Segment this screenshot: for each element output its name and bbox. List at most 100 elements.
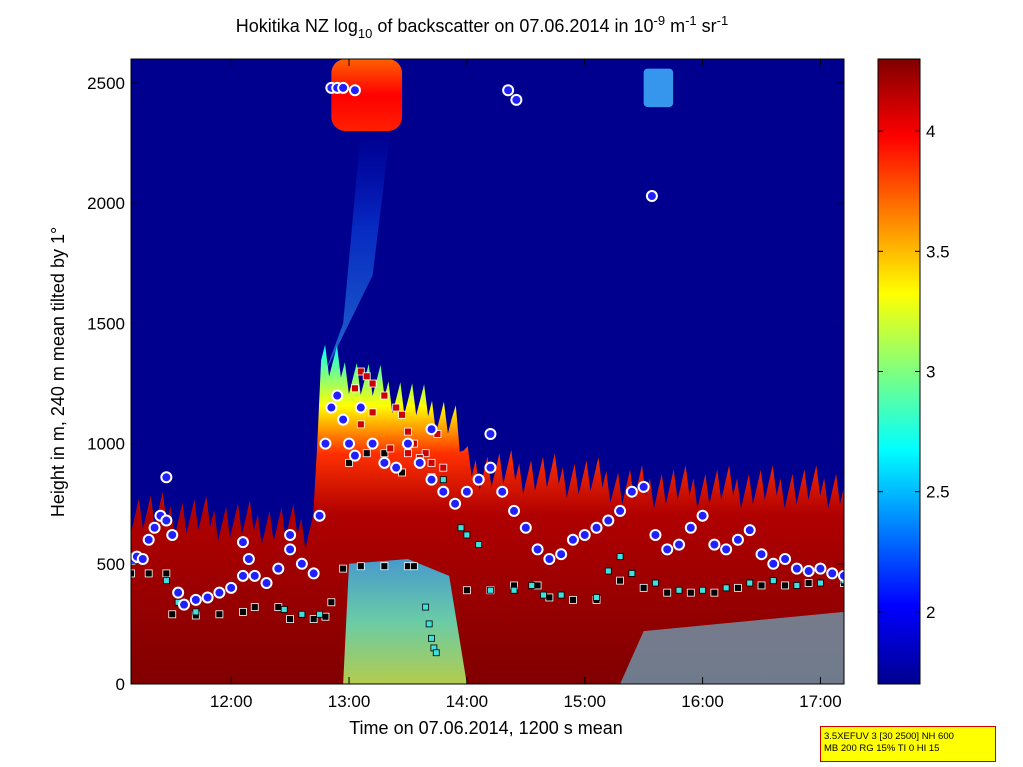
mixing-layer-height-point xyxy=(462,586,471,595)
cloud-base-point xyxy=(319,437,332,450)
plot-area: 12:00 13:00 14:00 15:00 16:00 17:00 0 500 1000 1… xyxy=(87,58,845,711)
colorbar-tick-label: 4 xyxy=(926,122,935,141)
x-tick-label: 14:00 xyxy=(446,692,489,711)
detection-markers xyxy=(131,81,844,657)
cloud-base-point xyxy=(731,533,744,546)
cloud-base-point xyxy=(555,548,568,561)
cloud-base-point xyxy=(767,557,780,570)
mixing-layer-height-point xyxy=(663,588,672,597)
mixing-layer-height-point xyxy=(162,569,171,578)
mixing-layer-height-point xyxy=(569,595,577,604)
clear-air-region xyxy=(343,559,467,684)
cloud-base-point xyxy=(201,591,214,604)
residual-layer-point xyxy=(356,367,365,376)
cloud-base-point xyxy=(272,562,285,575)
cloud-base-point xyxy=(790,562,803,575)
aerosol-layer-point xyxy=(475,541,483,548)
mixing-layer-height-point xyxy=(274,603,283,611)
cloud-base-point xyxy=(178,598,191,611)
residual-layer-point xyxy=(398,410,406,419)
aerosol-layer-point xyxy=(280,606,288,613)
mixing-layer-height-point xyxy=(781,581,789,590)
aerosol-layer-point xyxy=(192,608,200,616)
cloud-base-point xyxy=(236,536,249,549)
residual-layer-point xyxy=(404,449,412,458)
cloud-base-point xyxy=(354,401,367,414)
aerosol-layer-point xyxy=(722,584,730,592)
aerosol-layer-point xyxy=(557,591,565,599)
colorbar-ticks: 2 2.5 3 3.5 4 xyxy=(878,122,950,622)
y-tick-label: 2500 xyxy=(87,74,125,93)
residual-layer-point xyxy=(439,463,448,472)
cloud-base-point xyxy=(531,543,544,556)
mixing-layer-height-point xyxy=(356,562,365,571)
cloud-base-point xyxy=(814,562,827,575)
cloud-base-point xyxy=(348,84,361,97)
cirrus-patch xyxy=(643,68,674,108)
cloud-base-point xyxy=(496,485,509,498)
backscatter-heatmap xyxy=(131,59,844,684)
aerosol-layer-point xyxy=(746,579,754,587)
cloud-base-point xyxy=(166,528,179,541)
cloud-base-point xyxy=(472,473,485,486)
x-tick-label: 15:00 xyxy=(563,692,606,711)
mixing-layer-height-point xyxy=(804,579,813,587)
cloud-base-point xyxy=(213,586,226,599)
x-axis: 12:00 13:00 14:00 15:00 16:00 17:00 xyxy=(210,59,842,711)
mixing-layer-height-point xyxy=(616,576,624,585)
y-axis: 0 500 1000 1500 2000 2500 xyxy=(87,74,844,694)
aerosol-layer-point xyxy=(298,610,306,618)
cloud-base-point xyxy=(160,514,173,527)
mixing-layer-height-point xyxy=(168,610,177,619)
cloud-base-point xyxy=(343,437,356,450)
mixing-layer-height-point xyxy=(309,615,318,623)
info-line-2: MB 200 RG 15% TI 0 HI 15 xyxy=(824,743,940,754)
cloud-base-point xyxy=(401,437,414,450)
cloud-base-point xyxy=(696,509,709,522)
cloud-base-point xyxy=(720,543,733,556)
cloud-base-point xyxy=(802,565,815,578)
x-tick-label: 16:00 xyxy=(681,692,724,711)
cloud-base-point xyxy=(331,389,344,402)
cloud-base-point xyxy=(566,533,579,546)
residual-layer-point xyxy=(368,408,377,417)
mixing-layer-height-point xyxy=(131,569,135,578)
cloud-base-point xyxy=(225,581,238,594)
residual-layer-point xyxy=(392,403,401,412)
cloud-base-point xyxy=(708,538,721,551)
cloud-base-point xyxy=(142,533,155,546)
residual-layer-point xyxy=(404,427,412,436)
aerosol-layer-point xyxy=(793,582,801,589)
cloud-base-point xyxy=(337,81,350,94)
cloud-base-point xyxy=(390,461,403,474)
colorbar-tick-label: 3 xyxy=(926,363,935,382)
cloud-base-point xyxy=(614,504,627,517)
cloud-base-point xyxy=(602,514,615,527)
aerosol-layer-point xyxy=(604,567,612,575)
aerosol-layer-point xyxy=(628,570,636,577)
cloud-base-point xyxy=(673,538,686,551)
mixing-layer-height-point xyxy=(321,612,330,621)
cloud-base-point xyxy=(590,521,603,534)
cloud-base-point xyxy=(248,569,261,582)
mixing-layer-height-point xyxy=(533,581,542,590)
cloud-base-point xyxy=(284,543,297,556)
y-tick-label: 0 xyxy=(116,675,125,694)
cloud-base-point xyxy=(337,413,350,426)
mixing-layer-height-point xyxy=(345,458,353,467)
mixing-layer-height-point xyxy=(239,607,247,616)
residual-layer-point xyxy=(427,458,436,467)
cloud-base-point xyxy=(838,569,844,582)
mixing-layer-height-point xyxy=(639,583,648,592)
cloud-base-point xyxy=(160,471,173,484)
colorbar: 2 2.5 3 3.5 4 xyxy=(877,58,950,685)
cloud-base-point xyxy=(661,543,674,556)
mixing-layer-height-point xyxy=(327,598,336,607)
residual-layer-point xyxy=(380,391,389,400)
aerosol-layer-point xyxy=(528,582,536,589)
residual-layer-point xyxy=(362,372,371,381)
cloud-base-point xyxy=(755,548,768,561)
aerosol-layer-point xyxy=(425,620,433,628)
cloud-base-point xyxy=(779,553,792,565)
